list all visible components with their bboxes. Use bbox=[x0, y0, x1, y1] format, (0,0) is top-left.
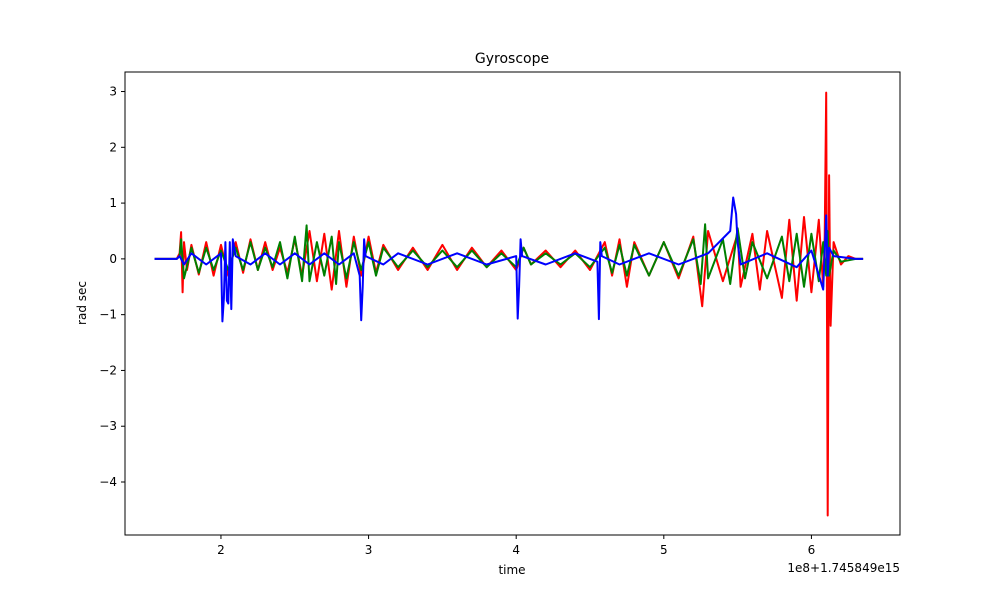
x-tick-label: 2 bbox=[217, 543, 225, 557]
y-tick-label: −1 bbox=[99, 308, 117, 322]
y-tick-label: 0 bbox=[109, 252, 117, 266]
x-axis-label: time bbox=[498, 563, 525, 577]
y-axis-ticks: 3 2 1 0 −1 −2 −3 −4 bbox=[99, 85, 125, 489]
y-axis-label: rad sec bbox=[75, 281, 89, 325]
series-line-2 bbox=[154, 223, 864, 288]
x-tick-label: 3 bbox=[365, 543, 373, 557]
y-tick-label: 2 bbox=[109, 140, 117, 154]
y-tick-label: 3 bbox=[109, 85, 117, 99]
series-layer bbox=[154, 91, 864, 517]
y-tick-label: −2 bbox=[99, 363, 117, 377]
x-axis-offset-label: 1e8+1.745849e15 bbox=[787, 561, 900, 575]
x-tick-label: 6 bbox=[808, 543, 816, 557]
series-line-3 bbox=[154, 196, 864, 323]
x-tick-label: 5 bbox=[660, 543, 668, 557]
y-tick-label: −4 bbox=[99, 475, 117, 489]
x-axis-ticks: 2 3 4 5 6 bbox=[217, 535, 815, 557]
y-tick-label: −3 bbox=[99, 419, 117, 433]
y-tick-label: 1 bbox=[109, 196, 117, 210]
x-tick-label: 4 bbox=[512, 543, 520, 557]
chart-title: Gyroscope bbox=[475, 51, 549, 67]
plot-area-frame bbox=[124, 71, 901, 536]
